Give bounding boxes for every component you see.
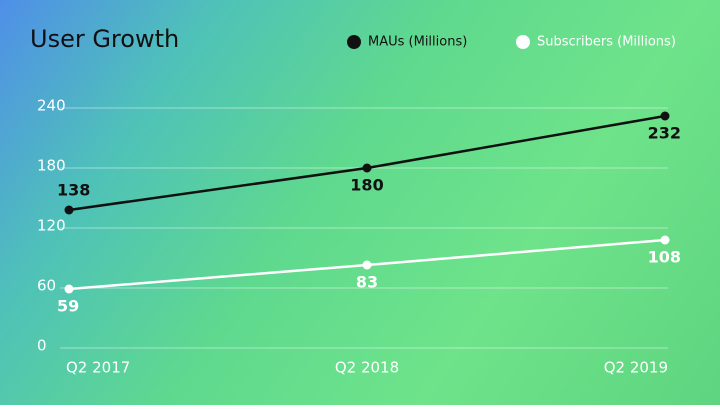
data-point (362, 260, 372, 270)
x-tick-label: Q2 2017 (66, 359, 130, 377)
data-label: 232 (648, 124, 681, 143)
legend-marker (516, 35, 530, 49)
x-tick-label: Q2 2018 (335, 359, 399, 377)
y-tick-label: 180 (37, 157, 66, 175)
data-point (660, 235, 670, 245)
data-label: 59 (57, 297, 79, 316)
chart-title: User Growth (30, 25, 179, 53)
y-tick-label: 60 (37, 277, 56, 295)
data-point (362, 163, 372, 173)
data-label: 108 (648, 248, 681, 267)
legend-label: Subscribers (Millions) (537, 35, 676, 50)
y-tick-label: 0 (37, 337, 47, 355)
data-point (660, 111, 670, 121)
data-point (64, 205, 74, 215)
data-label: 138 (57, 181, 90, 200)
x-tick-label: Q2 2019 (604, 359, 668, 377)
legend-marker (347, 35, 361, 49)
series-line (68, 114, 666, 212)
data-label: 180 (350, 176, 383, 195)
y-tick-label: 120 (37, 217, 66, 235)
legend-label: MAUs (Millions) (368, 35, 467, 50)
y-tick-label: 240 (37, 97, 66, 115)
data-point (64, 284, 74, 294)
data-label: 83 (356, 273, 378, 292)
